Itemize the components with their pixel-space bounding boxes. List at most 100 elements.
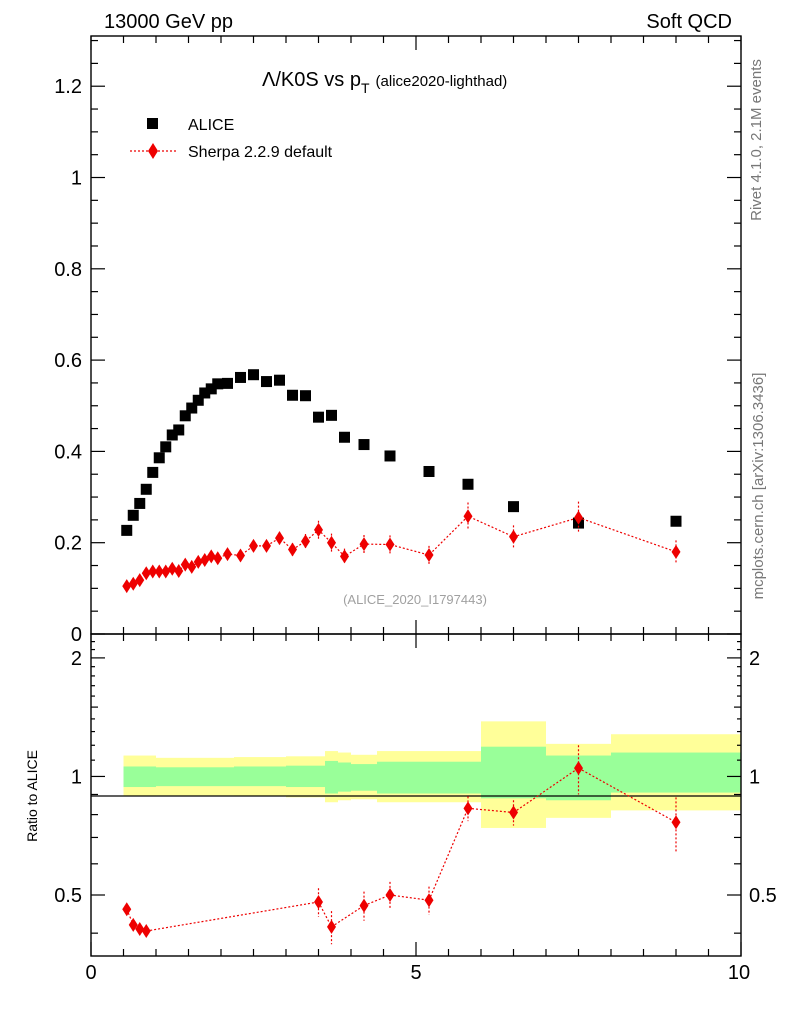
ratio-line-segment (146, 901, 319, 932)
sherpa-point (187, 559, 197, 574)
band-inner (234, 766, 286, 787)
sherpa-point (275, 531, 284, 546)
ratio-y-tick-label: 0.5 (749, 885, 777, 907)
alice-point (326, 409, 337, 421)
ratio-point (327, 919, 336, 934)
header-category: Soft QCD (646, 11, 732, 33)
axis-ticks (90, 36, 742, 956)
sherpa-point (148, 564, 158, 579)
ratio-line-segment (578, 767, 677, 823)
alice-point (222, 377, 233, 389)
ratio-line-segment (126, 909, 134, 926)
alice-point (166, 429, 178, 441)
ratio-point (122, 902, 132, 917)
band-inner (195, 767, 234, 787)
y-tick-label: 0 (71, 624, 82, 646)
alice-point (140, 483, 152, 495)
sherpa-point (141, 566, 151, 581)
sherpa-point (359, 537, 369, 552)
sherpa-point (249, 538, 258, 553)
ratio-y-tick-label: 1 (71, 766, 82, 788)
sherpa-point (671, 544, 681, 559)
alice-point (192, 394, 204, 406)
ratio-point (141, 924, 151, 939)
alice-point (508, 501, 519, 513)
band-inner (481, 746, 546, 799)
sherpa-point (206, 549, 216, 564)
ratio-point (509, 805, 518, 820)
ratio-point (424, 893, 434, 908)
alice-point (274, 374, 285, 386)
sherpa-point (463, 509, 473, 524)
alice-point (121, 524, 133, 536)
ratio-point (359, 898, 369, 913)
axis-tick-labels: 0.20.40.60.811.200.5 0.51 12 20 5 10 (54, 76, 777, 984)
alice-data-series (121, 369, 682, 536)
ratio-y-tick-label: 1 (749, 766, 760, 788)
ratio-point (385, 887, 395, 902)
alice-point (179, 410, 191, 422)
ratio-ylabel: Ratio to ALICE (24, 750, 40, 842)
alice-point (300, 390, 311, 402)
sherpa-point (509, 529, 518, 544)
y-tick-label: 0.2 (54, 533, 82, 555)
band-inner (325, 760, 338, 794)
ratio-line-segment (331, 905, 365, 928)
sherpa-point (236, 548, 245, 563)
analysis-watermark: (ALICE_2020_I1797443) (343, 592, 487, 607)
alice-point (199, 387, 211, 399)
ratio-y-tick-label: 0.5 (54, 885, 82, 907)
band-inner (377, 761, 481, 794)
band-inner (611, 752, 741, 793)
ratio-point (314, 894, 323, 909)
alice-point (358, 439, 370, 451)
sherpa-point (193, 554, 203, 569)
x-tick-label: 5 (410, 962, 421, 984)
y-tick-label: 0.8 (54, 259, 82, 281)
alice-point (235, 371, 246, 383)
ratio-series (122, 745, 681, 945)
sherpa-point (122, 579, 132, 594)
band-inner (156, 767, 195, 787)
sherpa-point (385, 537, 395, 552)
ratio-line-segment (389, 894, 430, 901)
legend: ALICE Sherpa 2.2.9 default (130, 117, 333, 161)
mcplots-label: mcplots.cern.ch [arXiv:1306.3436] (750, 373, 767, 600)
y-tick-label: 0.6 (54, 350, 82, 372)
ratio-uncertainty-bands (123, 721, 741, 828)
ratio-point (128, 917, 138, 932)
sherpa-point (223, 547, 232, 562)
ratio-line-segment (317, 901, 333, 928)
sherpa-mc-series (122, 501, 681, 594)
sherpa-point (314, 522, 323, 537)
sherpa-point (174, 564, 184, 579)
alice-point (134, 497, 146, 509)
header-energy: 13000 GeV pp (104, 11, 233, 33)
alice-point (313, 411, 324, 423)
y-tick-label: 1.2 (54, 76, 82, 98)
sherpa-point (135, 573, 145, 588)
sherpa-point (424, 548, 434, 563)
ratio-y-tick-label: 2 (71, 648, 82, 670)
alice-point (384, 450, 396, 462)
sherpa-point (327, 535, 336, 550)
alice-point (423, 465, 435, 477)
alice-point (670, 515, 682, 527)
alice-point (153, 452, 165, 464)
x-tick-label: 0 (85, 962, 96, 984)
alice-point (173, 424, 185, 436)
legend-sherpa-marker (148, 143, 158, 159)
alice-point (248, 369, 259, 381)
ratio-line-segment (363, 894, 391, 907)
alice-point (160, 441, 172, 453)
alice-point (261, 376, 272, 388)
sherpa-point (340, 549, 349, 564)
rivet-version-label: Rivet 4.1.0, 2.1M events (748, 59, 765, 221)
x-tick-label: 10 (728, 962, 750, 984)
sherpa-point (301, 534, 310, 549)
sherpa-line (126, 515, 677, 587)
band-inner (286, 765, 325, 788)
sherpa-point (154, 564, 164, 579)
legend-alice-marker (147, 118, 158, 129)
